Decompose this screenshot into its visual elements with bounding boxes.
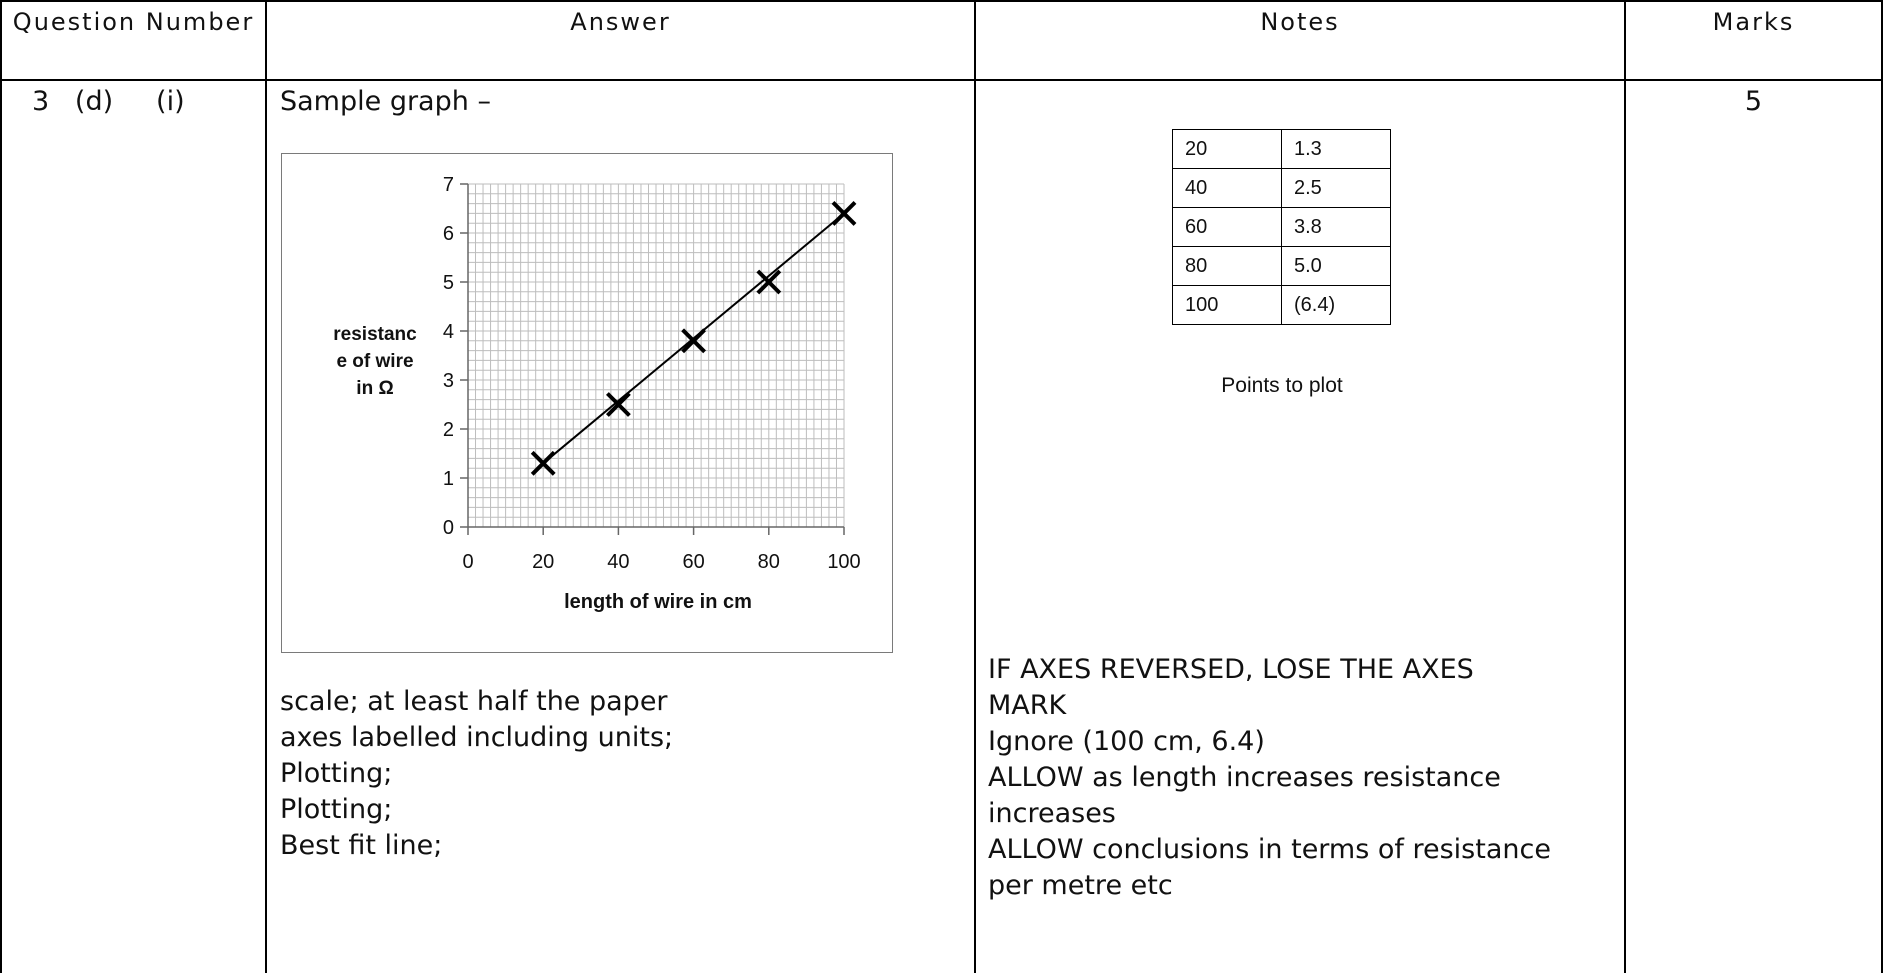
note-line: ALLOW as length increases resistance [988, 762, 1501, 793]
marks-value: 5 [1744, 86, 1763, 117]
y-axis-label-line: in Ω [356, 378, 394, 399]
y-tick-label: 4 [443, 321, 454, 343]
table-row: 60 3.8 [1172, 207, 1391, 247]
data-point-marker [831, 200, 857, 226]
table-row: 20 1.3 [1172, 129, 1391, 169]
data-point-marker [681, 328, 707, 354]
table-border-left [0, 0, 2, 973]
header-marks: Marks [1712, 8, 1795, 36]
answer-point: axes labelled including units; [280, 722, 674, 753]
table-border-right [1881, 0, 1883, 973]
y-tick-label: 7 [443, 174, 454, 196]
column-divider-notes [1624, 0, 1626, 973]
x-tick-label: 20 [532, 551, 554, 573]
x-tick-label: 0 [462, 551, 473, 573]
answer-marking-points: scale; at least half the paper axes label… [280, 684, 673, 864]
y-axis-label-line: e of wire [336, 351, 414, 372]
table-row: 80 5.0 [1172, 246, 1391, 286]
y-axis-label-line: resistanc [333, 324, 417, 345]
data-point-marker [756, 269, 782, 295]
y-tick-label: 2 [443, 419, 454, 441]
x-tick-label: 40 [607, 551, 629, 573]
y-tick-label: 5 [443, 272, 454, 294]
length-cell: 20 [1172, 129, 1282, 169]
length-cell: 60 [1172, 207, 1282, 247]
x-tick-label: 80 [758, 551, 780, 573]
column-divider-answer [974, 0, 976, 973]
marker-stroke [831, 200, 857, 226]
chart-plot: 0 1 2 3 4 5 6 7 0 20 40 60 80 100 length of wire in cm [443, 174, 861, 613]
note-line: Ignore (100 cm, 6.4) [988, 726, 1265, 757]
length-cell: 80 [1172, 246, 1282, 286]
chart-y-axis-label: resistanc e of wire in Ω [320, 321, 430, 402]
y-tick-label: 6 [443, 223, 454, 245]
resistance-cell: (6.4) [1281, 285, 1391, 325]
marker-stroke [530, 450, 556, 476]
table-row: 100 (6.4) [1172, 285, 1391, 325]
header-divider [0, 79, 1883, 81]
note-line: increases [988, 798, 1116, 829]
note-line: MARK [988, 690, 1067, 721]
y-tick-label: 0 [443, 517, 454, 539]
resistance-cell: 2.5 [1281, 168, 1391, 208]
answer-point: Plotting; [280, 758, 393, 789]
resistance-cell: 1.3 [1281, 129, 1391, 169]
chart-x-axis-label: length of wire in cm [564, 591, 752, 613]
data-point-marker [530, 450, 556, 476]
y-tick-label: 3 [443, 370, 454, 392]
header-question-number: Question Number [12, 8, 255, 36]
note-line: ALLOW conclusions in terms of resistance [988, 834, 1551, 865]
points-caption: Points to plot [1221, 374, 1343, 397]
answer-point: Best fit line; [280, 830, 443, 861]
answer-point: Plotting; [280, 794, 393, 825]
data-point-marker [605, 392, 631, 417]
table-border-top [0, 0, 1883, 2]
question-number-cell: 3 (d) (i) [32, 86, 185, 117]
answer-intro: Sample graph – [280, 86, 491, 117]
header-notes: Notes [1260, 8, 1340, 36]
x-tick-label: 100 [827, 551, 860, 573]
marker-stroke [681, 328, 707, 354]
header-answer: Answer [570, 8, 671, 36]
points-to-plot-table: 20 1.3 40 2.5 60 3.8 80 5.0 100 (6.4) [1172, 129, 1391, 325]
length-cell: 100 [1172, 285, 1282, 325]
note-line: per metre etc [988, 870, 1173, 901]
resistance-cell: 5.0 [1281, 246, 1391, 286]
answer-point: scale; at least half the paper [280, 686, 668, 717]
resistance-cell: 3.8 [1281, 207, 1391, 247]
column-divider-question [265, 0, 267, 973]
notes-text: IF AXES REVERSED, LOSE THE AXES MARK Ignor… [988, 652, 1551, 904]
y-tick-label: 1 [443, 468, 454, 490]
table-row: 40 2.5 [1172, 168, 1391, 208]
marker-stroke [605, 392, 631, 417]
marker-stroke [756, 269, 782, 295]
sample-graph: resistanc e of wire in Ω 0 1 2 3 4 5 6 7 0 20 40 60 80… [281, 153, 893, 653]
x-tick-label: 60 [682, 551, 704, 573]
note-line: IF AXES REVERSED, LOSE THE AXES [988, 654, 1474, 685]
length-cell: 40 [1172, 168, 1282, 208]
